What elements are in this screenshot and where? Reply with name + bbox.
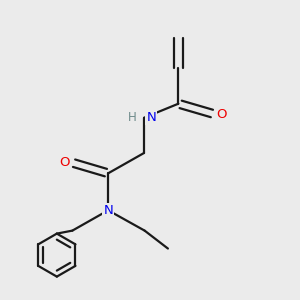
Text: H: H (128, 111, 136, 124)
Text: O: O (217, 108, 227, 121)
Text: N: N (146, 111, 156, 124)
Text: N: N (103, 204, 113, 217)
Text: O: O (59, 156, 69, 169)
